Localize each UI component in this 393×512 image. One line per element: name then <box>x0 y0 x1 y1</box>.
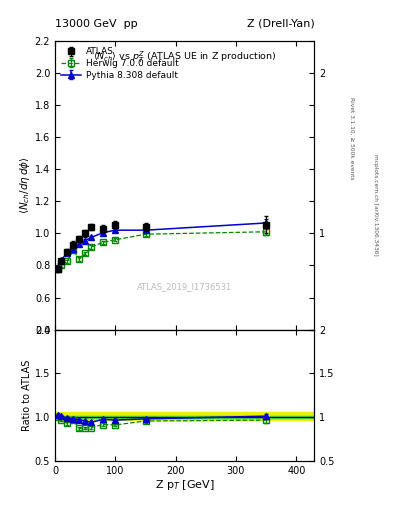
Text: mcplots.cern.ch [arXiv:1306.3436]: mcplots.cern.ch [arXiv:1306.3436] <box>373 154 378 255</box>
Bar <box>55 416 314 418</box>
Legend: ATLAS, Herwig 7.0.0 default, Pythia 8.308 default: ATLAS, Herwig 7.0.0 default, Pythia 8.30… <box>59 46 180 81</box>
Text: ATLAS_2019_I1736531: ATLAS_2019_I1736531 <box>137 282 232 291</box>
Text: Rivet 3.1.10, ≥ 500k events: Rivet 3.1.10, ≥ 500k events <box>349 97 354 180</box>
Text: Z (Drell-Yan): Z (Drell-Yan) <box>247 18 314 29</box>
Bar <box>55 412 314 420</box>
Text: 13000 GeV  pp: 13000 GeV pp <box>55 18 138 29</box>
Y-axis label: $\langle N_{ch}/d\eta\, d\phi\rangle$: $\langle N_{ch}/d\eta\, d\phi\rangle$ <box>18 157 32 214</box>
Y-axis label: Ratio to ATLAS: Ratio to ATLAS <box>22 359 32 431</box>
Text: $\langle N_{ch}\rangle$ vs $p_T^Z$ (ATLAS UE in Z production): $\langle N_{ch}\rangle$ vs $p_T^Z$ (ATLA… <box>93 50 277 65</box>
X-axis label: Z p$_T$ [GeV]: Z p$_T$ [GeV] <box>155 478 215 493</box>
